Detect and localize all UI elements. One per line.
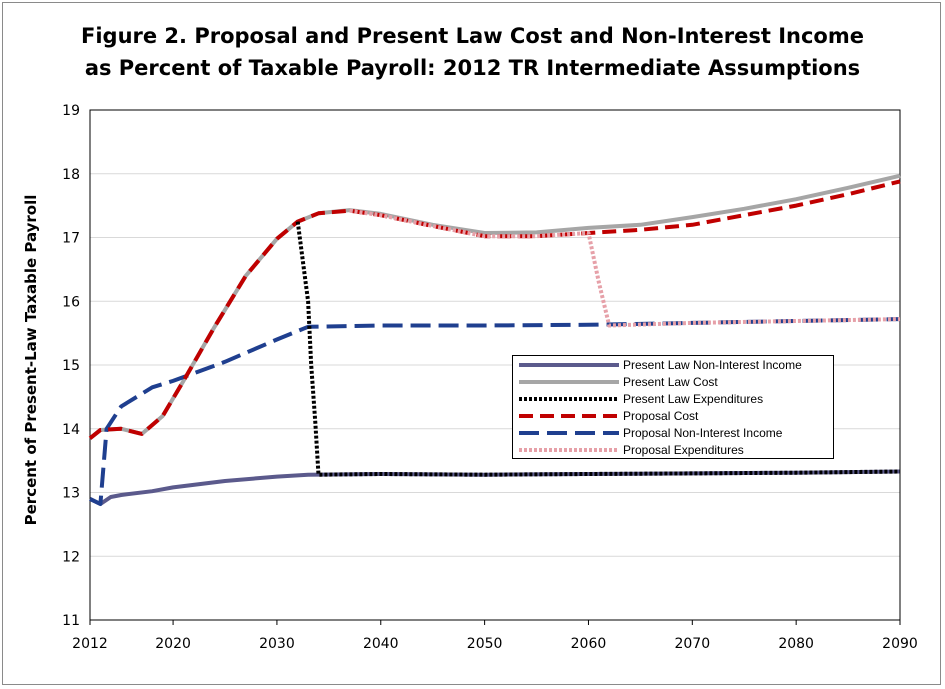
legend-label: Proposal Cost	[623, 409, 699, 423]
legend-swatch	[519, 380, 619, 384]
legend: Present Law Non-Interest Income Present …	[512, 355, 834, 459]
legend-swatch	[519, 363, 619, 367]
x-tick-label: 2020	[155, 636, 191, 652]
y-tick-label: 13	[62, 486, 80, 502]
y-tick-label: 14	[62, 422, 80, 438]
legend-item-present-law-expenditures: Present Law Expenditures	[513, 391, 833, 408]
x-tick-label: 2040	[363, 636, 399, 652]
legend-item-present-law-non-interest-income: Present Law Non-Interest Income	[513, 357, 833, 374]
x-axis-ticks: 2012 2020 2030 2040 2050 2060 2070 2080 2090	[72, 620, 918, 652]
y-tick-label: 11	[62, 613, 80, 629]
y-tick-label: 17	[62, 231, 80, 247]
legend-item-present-law-cost: Present Law Cost	[513, 374, 833, 391]
series-line-present-law-expenditures	[295, 221, 901, 477]
legend-label: Proposal Expenditures	[623, 443, 744, 457]
y-tick-label: 12	[62, 549, 80, 565]
series-line-proposal-cost	[88, 179, 901, 440]
legend-swatch	[519, 414, 619, 418]
x-tick-label: 2080	[778, 636, 814, 652]
y-tick-label: 15	[62, 358, 80, 374]
x-tick-label: 2060	[571, 636, 607, 652]
legend-item-proposal-expenditures: Proposal Expenditures	[513, 442, 833, 459]
legend-label: Present Law Non-Interest Income	[623, 358, 802, 372]
legend-label: Present Law Expenditures	[623, 392, 764, 406]
x-tick-label: 2030	[259, 636, 295, 652]
x-tick-label: 2050	[467, 636, 503, 652]
y-tick-label: 16	[62, 294, 80, 310]
legend-item-proposal-non-interest-income: Proposal Non-Interest Income	[513, 425, 833, 442]
chart-title: Figure 2. Proposal and Present Law Cost …	[0, 20, 945, 84]
legend-swatch	[519, 448, 619, 452]
x-tick-label: 2090	[882, 636, 918, 652]
plot-area-border	[89, 109, 901, 621]
chart-title-line-2: as Percent of Taxable Payroll: 2012 TR I…	[84, 56, 861, 80]
series-line-present-law-non-interest-income	[89, 469, 901, 506]
legend-label: Present Law Cost	[623, 375, 718, 389]
x-tick-label: 2070	[674, 636, 710, 652]
y-axis-ticks: 11 12 13 14 15 16 17 18 19	[62, 103, 80, 629]
y-tick-label: 19	[62, 103, 80, 119]
chart-title-line-1: Figure 2. Proposal and Present Law Cost …	[81, 24, 864, 48]
legend-swatch	[519, 431, 619, 435]
legend-label: Proposal Non-Interest Income	[623, 426, 783, 440]
series-group	[88, 173, 901, 506]
x-tick-label: 2012	[72, 636, 108, 652]
series-line-proposal-non-interest-income	[89, 317, 901, 506]
y-axis-label: Percent of Present-Law Taxable Payroll	[22, 195, 40, 526]
series-line-proposal-expenditures	[349, 208, 901, 328]
legend-item-proposal-cost: Proposal Cost	[513, 408, 833, 425]
legend-swatch	[519, 397, 619, 401]
y-tick-label: 18	[62, 167, 80, 183]
